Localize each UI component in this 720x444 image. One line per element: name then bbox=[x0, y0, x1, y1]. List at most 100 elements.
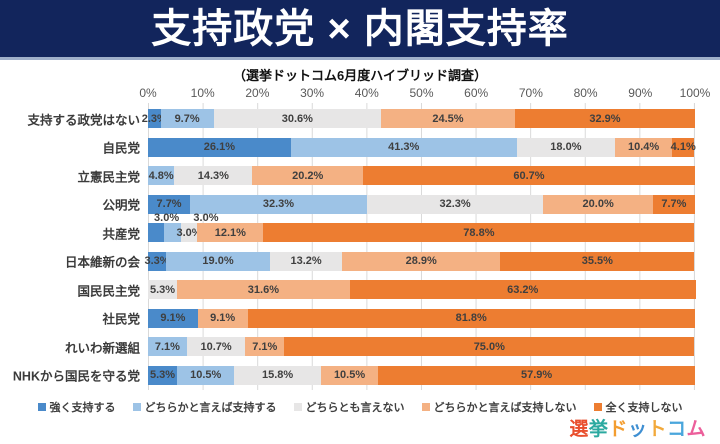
bar-segment: 41.3% bbox=[290, 137, 517, 157]
segment-value-label: 78.8% bbox=[463, 226, 495, 239]
segment-value-label: 81.8% bbox=[455, 312, 487, 324]
category-label: 立憲民主党 bbox=[77, 170, 140, 184]
chart-row: 日本維新の会 3.3% 19.0% 13.2% 28.9% 35.5% bbox=[65, 251, 695, 271]
legend-item: どちらかと言えば支持しない bbox=[421, 399, 577, 415]
bar-segment: 32.9% bbox=[515, 109, 695, 128]
segment-value-label: 20.0% bbox=[582, 198, 614, 210]
bar-track: 5.3% 10.5% 15.8% 10.5% 57.9% bbox=[148, 365, 695, 385]
bar-segment: 9.1% bbox=[148, 308, 198, 328]
bar-segment: 31.6% bbox=[176, 280, 350, 299]
legend-swatch-icon bbox=[421, 402, 430, 411]
bar-segment: 20.2% bbox=[252, 166, 363, 185]
logo-character: ト bbox=[647, 419, 667, 440]
segment-value-label: 24.5% bbox=[432, 112, 464, 125]
stacked-bar-chart: 0% 10% 20% 30% 40% 50% 60% 70% 80% 90% 100% 支持する政党… bbox=[13, 84, 710, 390]
segment-value-label: 4.8% bbox=[148, 169, 174, 182]
bar-segment: 4.8% bbox=[148, 166, 175, 185]
bar-track: 3.0% 12.1% 78.8% 3.0% 3.0% bbox=[148, 213, 695, 242]
category-label: 国民民主党 bbox=[77, 284, 140, 298]
logo-character: ッ bbox=[627, 419, 648, 440]
x-axis-tick: 60% bbox=[464, 86, 489, 100]
segment-value-label: 35.5% bbox=[581, 255, 613, 267]
bar-track: 26.1% 41.3% 18.0% 10.4% 4.1% bbox=[148, 137, 696, 157]
bar-segment: 75.0% bbox=[284, 337, 695, 356]
category-label: 共産党 bbox=[102, 227, 140, 241]
bar-segment: 10.4% bbox=[615, 137, 672, 157]
bar-track: 2.3% 9.7% 30.6% 24.5% 32.9% bbox=[142, 109, 695, 128]
bar-segment: 15.8% bbox=[234, 365, 321, 385]
segment-value-label: 7.1% bbox=[252, 340, 278, 353]
segment-value-label: 63.2% bbox=[507, 283, 539, 296]
segment-value-label: 3.3% bbox=[144, 255, 170, 267]
bar-segment: 9.7% bbox=[160, 109, 214, 128]
segment-value-label: 2.3% bbox=[141, 112, 167, 125]
bar-segment: 35.5% bbox=[500, 251, 695, 271]
x-axis-tick: 100% bbox=[679, 86, 711, 100]
segment-value-label: 31.6% bbox=[247, 283, 279, 296]
bar-segment: 4.1% bbox=[670, 137, 696, 157]
category-label: 社民党 bbox=[102, 312, 140, 327]
segment-value-label: 30.6% bbox=[281, 112, 313, 125]
x-axis-tick: 0% bbox=[139, 86, 157, 100]
category-label: 自民党 bbox=[102, 141, 140, 156]
chart-row: れいわ新選組 7.1% 10.7% 7.1% 75.0% bbox=[65, 337, 695, 356]
bar-track: 7.1% 10.7% 7.1% 75.0% bbox=[148, 337, 695, 356]
logo-character: コ bbox=[666, 419, 687, 440]
legend-label: どちらかと言えば支持しない bbox=[433, 401, 577, 414]
bar-segment: 2.3% bbox=[142, 109, 167, 128]
legend-item: 全く支持しない bbox=[593, 399, 683, 415]
segment-value-label: 9.7% bbox=[174, 112, 200, 125]
bar-segment: 9.1% bbox=[197, 308, 248, 328]
segment-value-label: 3.0% bbox=[176, 226, 202, 239]
segment-value-label: 60.7% bbox=[513, 169, 545, 182]
bar-segment: 14.3% bbox=[174, 166, 253, 185]
chart-row: NHKから国民を守る党 5.3% 10.5% 15.8% 10.5% 57.9% bbox=[13, 365, 695, 385]
segment-value-label: 12.1% bbox=[214, 226, 246, 239]
bar-segment: 3.3% bbox=[144, 251, 170, 271]
segment-value-label: 15.8% bbox=[262, 369, 294, 381]
segment-value-label: 28.9% bbox=[405, 255, 437, 267]
segment-value-label: 4.1% bbox=[670, 141, 696, 153]
bar-segment: 5.3% bbox=[148, 280, 177, 299]
page-title: 支持政党 × 内閣支持率 bbox=[151, 6, 569, 51]
legend: 強く支持する どちらかと言えば支持する どちらとも言えない どちらかと言えば支持しない… bbox=[0, 399, 720, 415]
chart-row: 国民民主党 5.3% 31.6% 63.2% bbox=[77, 280, 696, 299]
x-axis-tick: 80% bbox=[573, 86, 598, 100]
segment-value-label: 18.0% bbox=[550, 141, 582, 153]
bar-segment: 57.9% bbox=[378, 365, 695, 385]
bar-segment: 60.7% bbox=[362, 166, 695, 185]
legend-label: どちらかと言えば支持する bbox=[144, 401, 277, 414]
bar-segment: 10.7% bbox=[186, 337, 246, 356]
bar-segment: 78.8% bbox=[263, 223, 695, 242]
legend-swatch-icon bbox=[37, 402, 46, 411]
segment-value-label: 7.7% bbox=[661, 198, 687, 210]
bar-segment: 3.0% bbox=[176, 223, 202, 242]
bar-segment bbox=[148, 223, 165, 242]
x-axis-tick: 50% bbox=[409, 86, 434, 100]
bar-track: 3.3% 19.0% 13.2% 28.9% 35.5% bbox=[144, 251, 695, 271]
segment-value-label: 10.5% bbox=[333, 369, 366, 381]
chart-row: 社民党 9.1% 9.1% 81.8% bbox=[102, 308, 695, 328]
segment-value-label: 13.2% bbox=[290, 255, 322, 267]
legend-label: 全く支持しない bbox=[605, 401, 683, 414]
x-axis-tick: 10% bbox=[190, 86, 215, 100]
segment-value-label: 9.1% bbox=[210, 312, 236, 324]
logo-character: ム bbox=[686, 419, 706, 440]
logo-character: 挙 bbox=[588, 419, 609, 440]
chart-row: 自民党 26.1% 41.3% 18.0% 10.4% 4.1% bbox=[102, 137, 696, 157]
logo-character: ド bbox=[608, 419, 628, 440]
bar-segment: 30.6% bbox=[213, 109, 381, 128]
category-label: 支持する政党はない bbox=[27, 113, 140, 127]
segment-value-label: 9.1% bbox=[160, 312, 186, 324]
bar-segment: 7.1% bbox=[245, 337, 285, 356]
segment-value-label: 41.3% bbox=[388, 141, 420, 153]
bar-segment: 10.5% bbox=[320, 365, 379, 385]
logo-character: 選 bbox=[569, 419, 589, 440]
segment-value-label: 57.9% bbox=[521, 369, 553, 381]
bar-segment: 32.3% bbox=[190, 194, 367, 214]
legend-swatch-icon bbox=[293, 402, 302, 411]
legend-item: どちらかと言えば支持する bbox=[132, 399, 277, 415]
category-label: 公明党 bbox=[102, 198, 140, 213]
segment-value-label: 32.3% bbox=[439, 198, 471, 210]
